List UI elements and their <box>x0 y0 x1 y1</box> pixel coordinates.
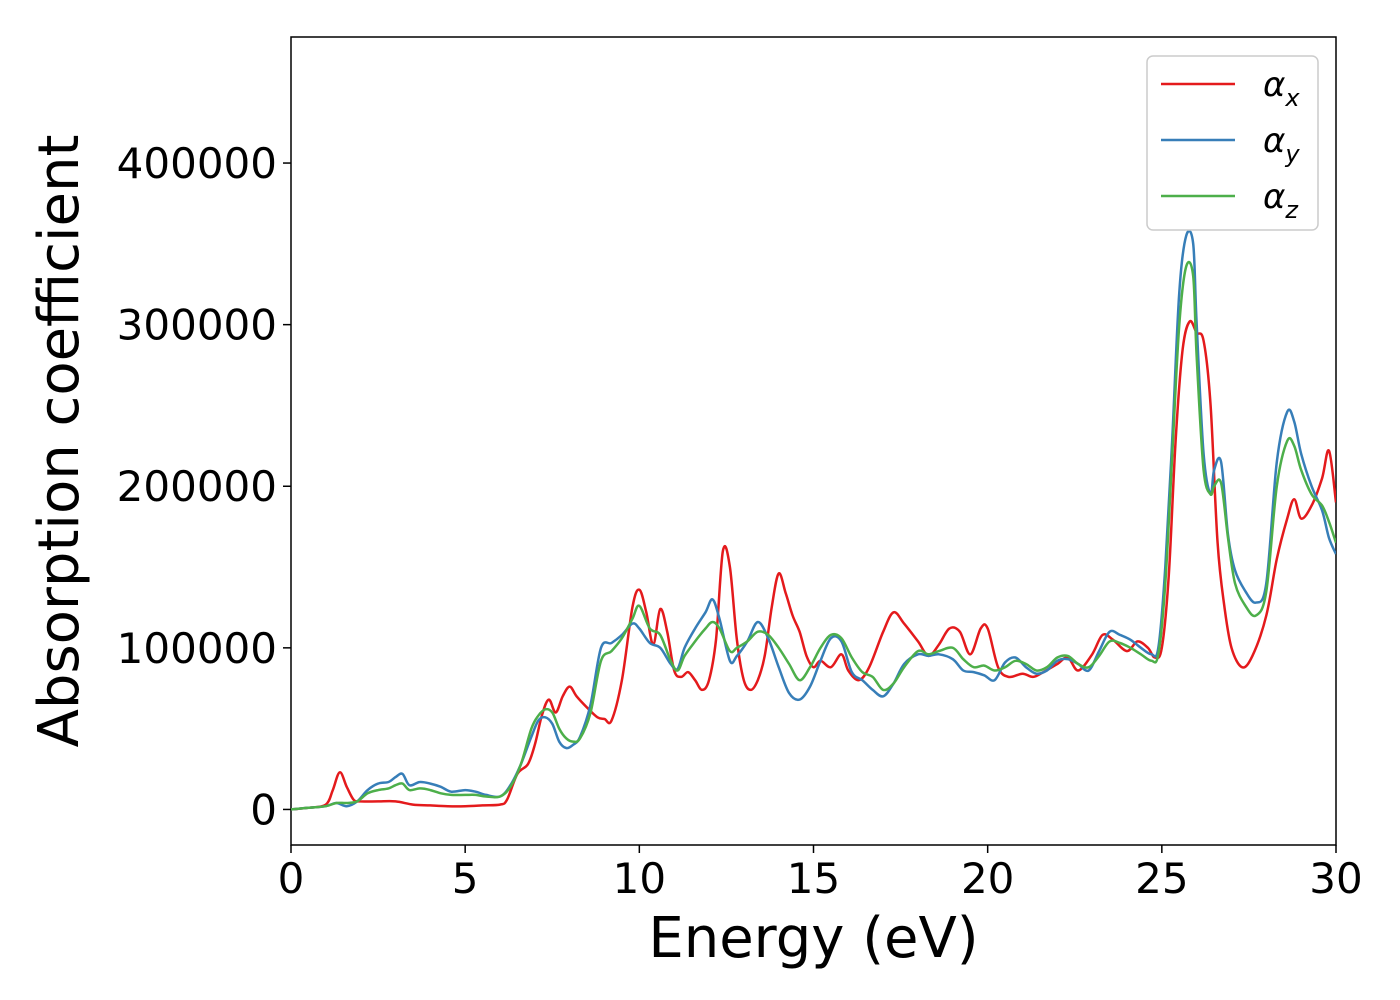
y-tick-label: 0 <box>250 785 277 834</box>
x-tick-label: 10 <box>613 854 666 903</box>
x-tick-label: 20 <box>961 854 1014 903</box>
y-tick-label: 200000 <box>117 462 277 511</box>
legend-box <box>1146 55 1319 231</box>
x-axis-title: Energy (eV) <box>648 906 978 971</box>
series-line-αz <box>291 260 1336 811</box>
y-tick-label: 300000 <box>117 301 277 350</box>
legend-entry: αy <box>1263 121 1300 168</box>
y-axis-title: Absorption coefficient <box>27 135 92 748</box>
legend-entry-symbol: α <box>1263 177 1285 217</box>
plot-group: 0 5 10 15 20 25 30 0 100000 200000 300000 400000 <box>117 36 1363 903</box>
series-lines <box>291 229 1336 811</box>
legend-entry-subscript: z <box>1284 196 1299 224</box>
legend-entry-symbol: α <box>1263 65 1285 105</box>
y-tick-label: 400000 <box>117 139 277 188</box>
x-tick-label: 25 <box>1135 854 1188 903</box>
series-line-αx <box>291 319 1336 811</box>
y-tick-label: 100000 <box>117 624 277 673</box>
legend-entry-symbol: α <box>1263 121 1285 161</box>
x-tick-label: 30 <box>1309 854 1362 903</box>
y-axis: 0 100000 200000 300000 400000 <box>117 139 291 834</box>
legend-entry-subscript: y <box>1284 140 1300 168</box>
x-tick-label: 5 <box>452 854 479 903</box>
legend-entry: αx <box>1263 65 1300 112</box>
x-axis: 0 5 10 15 20 25 30 <box>278 845 1363 903</box>
legend-entry: αz <box>1263 177 1299 224</box>
legend-entry-subscript: x <box>1284 84 1300 112</box>
x-tick-label: 0 <box>278 854 305 903</box>
x-tick-label: 15 <box>787 854 840 903</box>
